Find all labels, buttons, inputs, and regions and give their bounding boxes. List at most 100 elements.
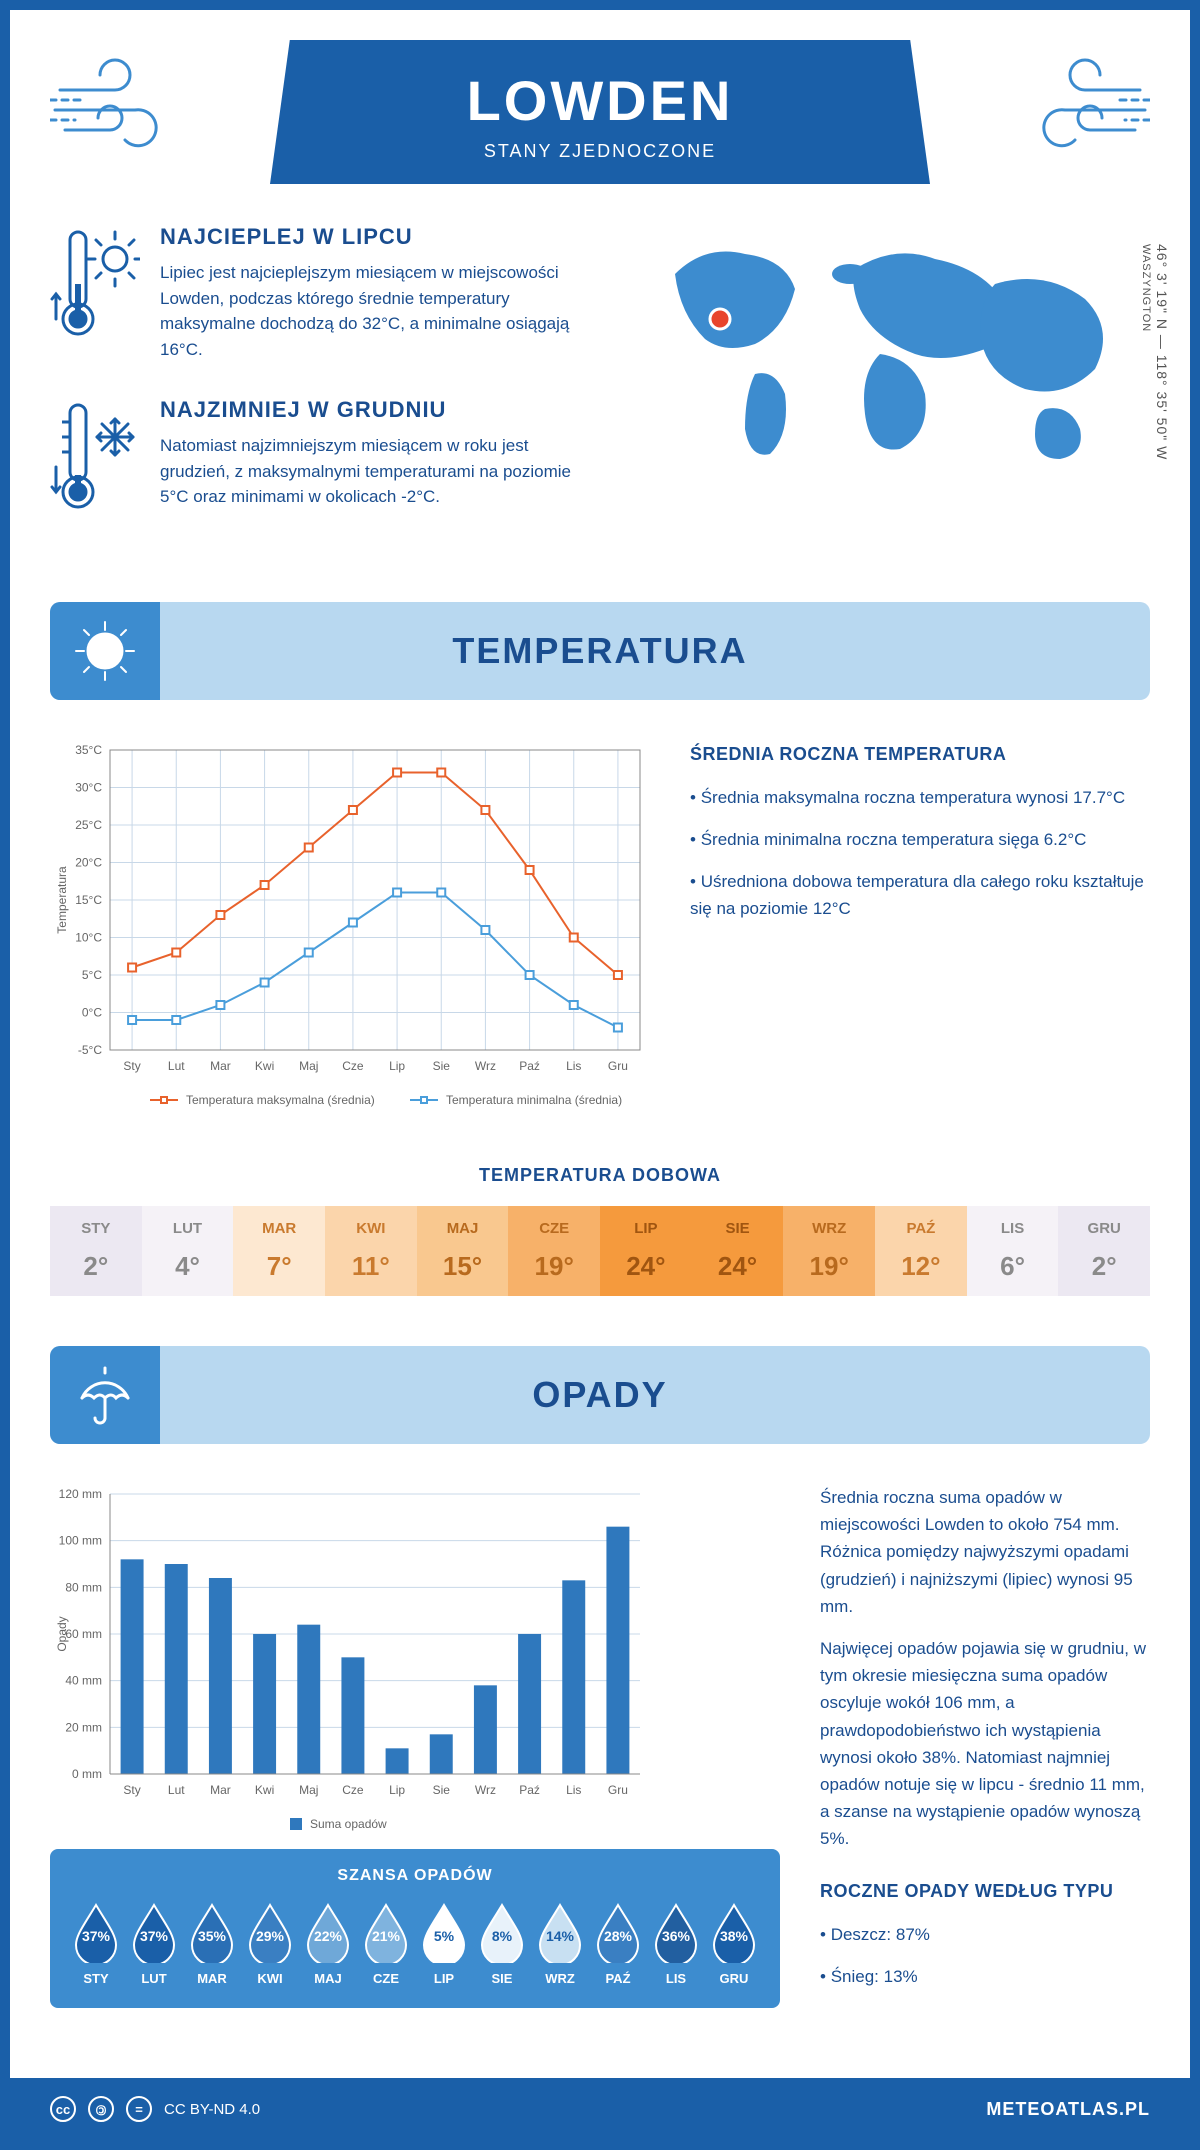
- temperature-body: -5°C0°C5°C10°C15°C20°C25°C30°C35°CStyLut…: [50, 740, 1150, 1125]
- daily-temp-cell: PAŹ12°: [875, 1206, 967, 1296]
- svg-text:Sie: Sie: [433, 1783, 451, 1797]
- daily-temp-value: 7°: [233, 1251, 325, 1282]
- rain-drop-cell: 14% WRZ: [534, 1901, 586, 1986]
- svg-text:Gru: Gru: [608, 1783, 628, 1797]
- daily-temp-month: LUT: [142, 1220, 234, 1237]
- fact-hot-text: NAJCIEPLEJ W LIPCU Lipiec jest najcieple…: [160, 224, 580, 362]
- footer: cc 🄯 = CC BY-ND 4.0 METEOATLAS.PL: [10, 2078, 1190, 2140]
- daily-temp-value: 12°: [875, 1251, 967, 1282]
- daily-temp-value: 24°: [600, 1251, 692, 1282]
- svg-text:Sty: Sty: [123, 1783, 140, 1797]
- rain-drop-icon: 38%: [708, 1901, 760, 1963]
- rain-drop-cell: 8% SIE: [476, 1901, 528, 1986]
- license: cc 🄯 = CC BY-ND 4.0: [50, 2096, 260, 2122]
- daily-temp-month: MAJ: [417, 1220, 509, 1237]
- svg-text:20 mm: 20 mm: [65, 1720, 102, 1734]
- nd-icon: =: [126, 2096, 152, 2122]
- daily-temp-month: LIP: [600, 1220, 692, 1237]
- rain-drop-month: KWI: [244, 1971, 296, 1986]
- rain-drop-cell: 37% LUT: [128, 1901, 180, 1986]
- svg-text:Lip: Lip: [389, 1059, 405, 1073]
- svg-text:Kwi: Kwi: [255, 1059, 274, 1073]
- rain-drop-month: LUT: [128, 1971, 180, 1986]
- svg-text:Sty: Sty: [123, 1059, 140, 1073]
- city-name: LOWDEN: [270, 68, 930, 133]
- svg-text:Paź: Paź: [519, 1059, 540, 1073]
- coords-lat: 46° 3' 19" N: [1154, 244, 1170, 330]
- svg-text:30°C: 30°C: [75, 781, 102, 795]
- svg-text:10°C: 10°C: [75, 931, 102, 945]
- rain-drop-icon: 28%: [592, 1901, 644, 1963]
- sun-badge-icon: [50, 602, 160, 700]
- svg-text:120 mm: 120 mm: [59, 1487, 102, 1501]
- temp-bullet-1: • Średnia minimalna roczna temperatura s…: [690, 826, 1150, 853]
- svg-text:20°C: 20°C: [75, 856, 102, 870]
- wind-icon: [1010, 50, 1150, 170]
- umbrella-badge-icon: [50, 1346, 160, 1444]
- coordinates: 46° 3' 19" N — 118° 35' 50" W WASZYNGTON: [1138, 244, 1170, 460]
- rain-drop-pct: 37%: [140, 1928, 168, 1944]
- svg-text:Lut: Lut: [168, 1783, 185, 1797]
- daily-temp-cell: KWI11°: [325, 1206, 417, 1296]
- daily-temp-cell: GRU2°: [1058, 1206, 1150, 1296]
- daily-temp-cell: LIS6°: [967, 1206, 1059, 1296]
- fact-hot-body: Lipiec jest najcieplejszym miesiącem w m…: [160, 260, 580, 362]
- temp-bullet-0: • Średnia maksymalna roczna temperatura …: [690, 784, 1150, 811]
- daily-temp-value: 24°: [692, 1251, 784, 1282]
- rain-drop-cell: 21% CZE: [360, 1901, 412, 1986]
- rain-drop-pct: 21%: [372, 1928, 400, 1944]
- section-header-temperature: TEMPERATURA: [50, 602, 1150, 700]
- daily-temp-month: STY: [50, 1220, 142, 1237]
- precipitation-chart: 0 mm20 mm40 mm60 mm80 mm100 mm120 mmStyL…: [50, 1484, 650, 1844]
- temp-info-title: ŚREDNIA ROCZNA TEMPERATURA: [690, 740, 1150, 769]
- daily-temp-month: KWI: [325, 1220, 417, 1237]
- section-header-precipitation: OPADY: [50, 1346, 1150, 1444]
- svg-text:35°C: 35°C: [75, 743, 102, 757]
- svg-text:Lut: Lut: [168, 1059, 185, 1073]
- rain-drop-month: PAŹ: [592, 1971, 644, 1986]
- svg-text:Sie: Sie: [433, 1059, 451, 1073]
- rain-drop-pct: 22%: [314, 1928, 342, 1944]
- daily-temp-value: 19°: [508, 1251, 600, 1282]
- precip-type-1: • Śnieg: 13%: [820, 1963, 1150, 1990]
- intro-facts: NAJCIEPLEJ W LIPCU Lipiec jest najcieple…: [50, 224, 580, 552]
- rain-drop-icon: 21%: [360, 1901, 412, 1963]
- temperature-info: ŚREDNIA ROCZNA TEMPERATURA • Średnia mak…: [690, 740, 1150, 1125]
- rain-drop-icon: 36%: [650, 1901, 702, 1963]
- brand: METEOATLAS.PL: [986, 2099, 1150, 2120]
- rain-drop-month: MAR: [186, 1971, 238, 1986]
- svg-text:Paź: Paź: [519, 1783, 540, 1797]
- rain-drop-pct: 29%: [256, 1928, 284, 1944]
- section-title-temperature: TEMPERATURA: [50, 630, 1150, 672]
- svg-text:Maj: Maj: [299, 1783, 318, 1797]
- rain-drop-month: CZE: [360, 1971, 412, 1986]
- svg-text:Temperatura: Temperatura: [55, 866, 69, 934]
- precip-para-2: Najwięcej opadów pojawia się w grudniu, …: [820, 1635, 1150, 1853]
- svg-text:Mar: Mar: [210, 1059, 231, 1073]
- rain-drop-icon: 37%: [128, 1901, 180, 1963]
- fact-cold: NAJZIMNIEJ W GRUDNIU Natomiast najzimnie…: [50, 397, 580, 517]
- rain-drop-pct: 37%: [82, 1928, 110, 1944]
- thermometer-cold-icon: [50, 397, 140, 517]
- svg-text:15°C: 15°C: [75, 893, 102, 907]
- daily-temp-month: SIE: [692, 1220, 784, 1237]
- svg-text:Wrz: Wrz: [475, 1059, 496, 1073]
- svg-text:0°C: 0°C: [82, 1006, 102, 1020]
- fact-cold-text: NAJZIMNIEJ W GRUDNIU Natomiast najzimnie…: [160, 397, 580, 517]
- daily-temp-month: LIS: [967, 1220, 1059, 1237]
- rain-chance-drops: 37% STY 37% LUT 35% MAR 29%: [70, 1901, 760, 1986]
- precipitation-info: Średnia roczna suma opadów w miejscowośc…: [820, 1484, 1150, 2038]
- svg-text:Opady: Opady: [55, 1616, 69, 1651]
- by-icon: 🄯: [88, 2096, 114, 2122]
- svg-text:60 mm: 60 mm: [65, 1627, 102, 1641]
- daily-temp-month: MAR: [233, 1220, 325, 1237]
- rain-chance-title: SZANSA OPADÓW: [70, 1867, 760, 1885]
- daily-temp-title: TEMPERATURA DOBOWA: [50, 1165, 1150, 1186]
- rain-drop-pct: 35%: [198, 1928, 226, 1944]
- svg-text:Mar: Mar: [210, 1783, 231, 1797]
- temperature-chart: -5°C0°C5°C10°C15°C20°C25°C30°C35°CStyLut…: [50, 740, 650, 1125]
- rain-drop-icon: 22%: [302, 1901, 354, 1963]
- svg-text:0 mm: 0 mm: [72, 1767, 102, 1781]
- daily-temp-month: GRU: [1058, 1220, 1150, 1237]
- rain-drop-month: LIS: [650, 1971, 702, 1986]
